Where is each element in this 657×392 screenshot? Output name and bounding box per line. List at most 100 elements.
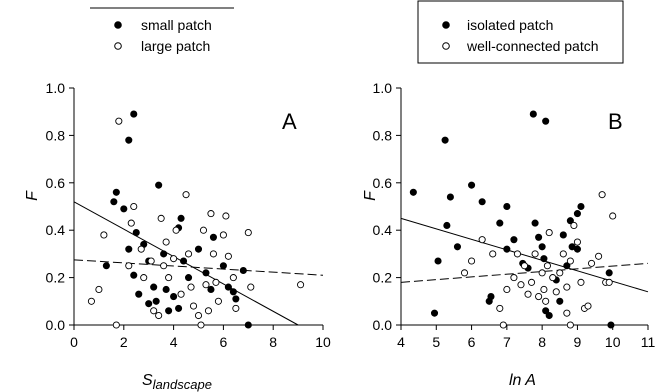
point-small-patch [110, 198, 118, 206]
point-large-patch [177, 290, 185, 298]
point-small-patch [150, 283, 158, 291]
point-well-connected-patch [549, 274, 557, 282]
point-small-patch [177, 214, 185, 222]
fit-line-large-patch [73, 259, 324, 276]
point-small-patch [102, 262, 110, 270]
point-small-patch [207, 285, 215, 294]
point-small-patch [229, 288, 237, 296]
point-well-connected-patch [460, 269, 469, 277]
point-isolated-patch [434, 257, 442, 265]
point-small-patch [130, 271, 138, 279]
point-small-patch [194, 245, 203, 253]
point-well-connected-patch [598, 191, 606, 199]
panel-label-a: A [282, 109, 297, 134]
point-well-connected-patch [566, 257, 574, 265]
point-small-patch [239, 266, 247, 275]
point-large-patch [224, 252, 232, 260]
point-large-patch [150, 307, 158, 315]
legend-label-isolated-patch: isolated patch [467, 17, 553, 33]
point-small-patch [145, 300, 153, 308]
point-large-patch [130, 202, 138, 211]
point-large-patch [247, 283, 255, 291]
point-small-patch [155, 181, 163, 189]
point-large-patch [197, 321, 205, 329]
point-small-patch [160, 250, 168, 258]
point-well-connected-patch [573, 238, 581, 246]
x-tick-label: 6 [220, 334, 228, 350]
point-small-patch [209, 233, 217, 241]
x-tick-label: 9 [574, 334, 582, 350]
point-large-patch [112, 321, 120, 329]
point-isolated-patch [529, 110, 537, 118]
point-large-patch [232, 304, 240, 312]
point-well-connected-patch [566, 321, 574, 329]
y-axis-label-b: F [362, 190, 379, 201]
point-small-patch [180, 257, 188, 265]
point-large-patch [297, 281, 305, 289]
point-isolated-patch [503, 245, 511, 253]
y-tick-label: 0.4 [373, 222, 393, 238]
legend-marker-large-patch [114, 42, 122, 50]
point-small-patch [120, 205, 128, 213]
point-well-connected-patch [595, 252, 603, 260]
point-large-patch [222, 212, 230, 220]
y-axis-label-a: F [24, 190, 41, 201]
point-large-patch [199, 226, 208, 234]
x-tick-label: 0 [70, 334, 78, 350]
point-well-connected-patch [520, 262, 529, 270]
point-large-patch [244, 229, 252, 237]
x-tick-label: 4 [170, 334, 178, 350]
point-large-patch [229, 274, 237, 282]
point-large-patch [214, 297, 222, 305]
point-large-patch [172, 226, 180, 234]
point-small-patch [125, 245, 133, 253]
point-small-patch [112, 188, 120, 196]
point-large-patch [209, 250, 217, 258]
point-isolated-patch [605, 269, 613, 277]
point-large-patch [115, 117, 123, 125]
point-large-patch [160, 262, 168, 270]
point-isolated-patch [573, 245, 581, 253]
x-tick-label: 5 [432, 334, 440, 350]
point-large-patch [157, 214, 165, 222]
y-tick-label: 0.8 [373, 127, 393, 143]
point-small-patch [244, 321, 252, 329]
point-well-connected-patch [468, 257, 476, 265]
point-small-patch [219, 262, 227, 270]
point-large-patch [155, 311, 163, 320]
point-small-patch [132, 229, 140, 237]
x-tick-label: 4 [397, 334, 405, 350]
point-isolated-patch [559, 231, 567, 239]
point-large-patch [207, 210, 215, 218]
y-tick-label: 0.4 [46, 222, 66, 238]
point-isolated-patch [409, 188, 417, 196]
point-well-connected-patch [609, 212, 617, 220]
point-well-connected-patch [556, 269, 564, 277]
point-large-patch [162, 238, 170, 246]
point-isolated-patch [487, 293, 495, 301]
panel-a: small patch large patch A F Slandscape 0… [24, 7, 331, 392]
point-well-connected-patch [570, 221, 578, 230]
point-well-connected-patch [605, 278, 613, 286]
point-well-connected-patch [513, 250, 521, 258]
point-isolated-patch [607, 321, 615, 329]
point-large-patch [212, 278, 220, 286]
point-large-patch [184, 250, 193, 258]
legend-marker-small-patch [114, 21, 122, 29]
point-large-patch [127, 219, 135, 227]
point-well-connected-patch [559, 250, 567, 258]
point-isolated-patch [573, 210, 581, 218]
y-tick-label: 0.2 [373, 270, 393, 286]
point-large-patch [202, 281, 210, 289]
x-tick-label: 10 [605, 334, 621, 350]
point-large-patch [147, 257, 155, 265]
point-small-patch [162, 285, 170, 294]
legend-marker-well-connected-patch [442, 42, 450, 50]
point-well-connected-patch [542, 297, 550, 305]
point-isolated-patch [503, 202, 511, 211]
point-large-patch [204, 307, 213, 315]
legend-label-large-patch: large patch [141, 38, 210, 54]
x-axis-label-b: ln A [509, 372, 536, 389]
point-well-connected-patch [489, 250, 497, 258]
point-isolated-patch [496, 219, 504, 227]
